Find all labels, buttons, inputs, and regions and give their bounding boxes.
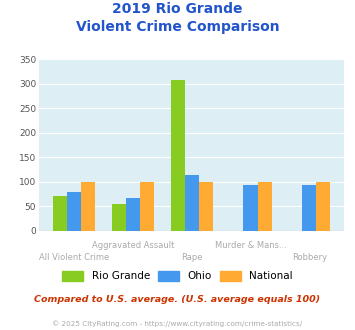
Bar — [316, 182, 331, 231]
Bar — [112, 204, 126, 231]
Bar — [126, 198, 140, 231]
Text: All Violent Crime: All Violent Crime — [39, 253, 109, 262]
Text: Robbery: Robbery — [292, 253, 327, 262]
Text: Murder & Mans...: Murder & Mans... — [214, 241, 286, 250]
Text: © 2025 CityRating.com - https://www.cityrating.com/crime-statistics/: © 2025 CityRating.com - https://www.city… — [53, 320, 302, 327]
Text: Compared to U.S. average. (U.S. average equals 100): Compared to U.S. average. (U.S. average … — [34, 295, 321, 304]
Bar — [67, 192, 81, 231]
Legend: Rio Grande, Ohio, National: Rio Grande, Ohio, National — [62, 271, 293, 281]
Bar — [185, 175, 199, 231]
Bar — [170, 80, 185, 231]
Text: Rape: Rape — [181, 253, 202, 262]
Bar — [140, 182, 154, 231]
Text: 2019 Rio Grande: 2019 Rio Grande — [112, 2, 243, 16]
Bar — [53, 196, 67, 231]
Text: Aggravated Assault: Aggravated Assault — [92, 241, 174, 250]
Text: Violent Crime Comparison: Violent Crime Comparison — [76, 20, 279, 34]
Bar — [302, 185, 316, 231]
Bar — [199, 182, 213, 231]
Bar — [81, 182, 95, 231]
Bar — [244, 185, 258, 231]
Bar — [258, 182, 272, 231]
